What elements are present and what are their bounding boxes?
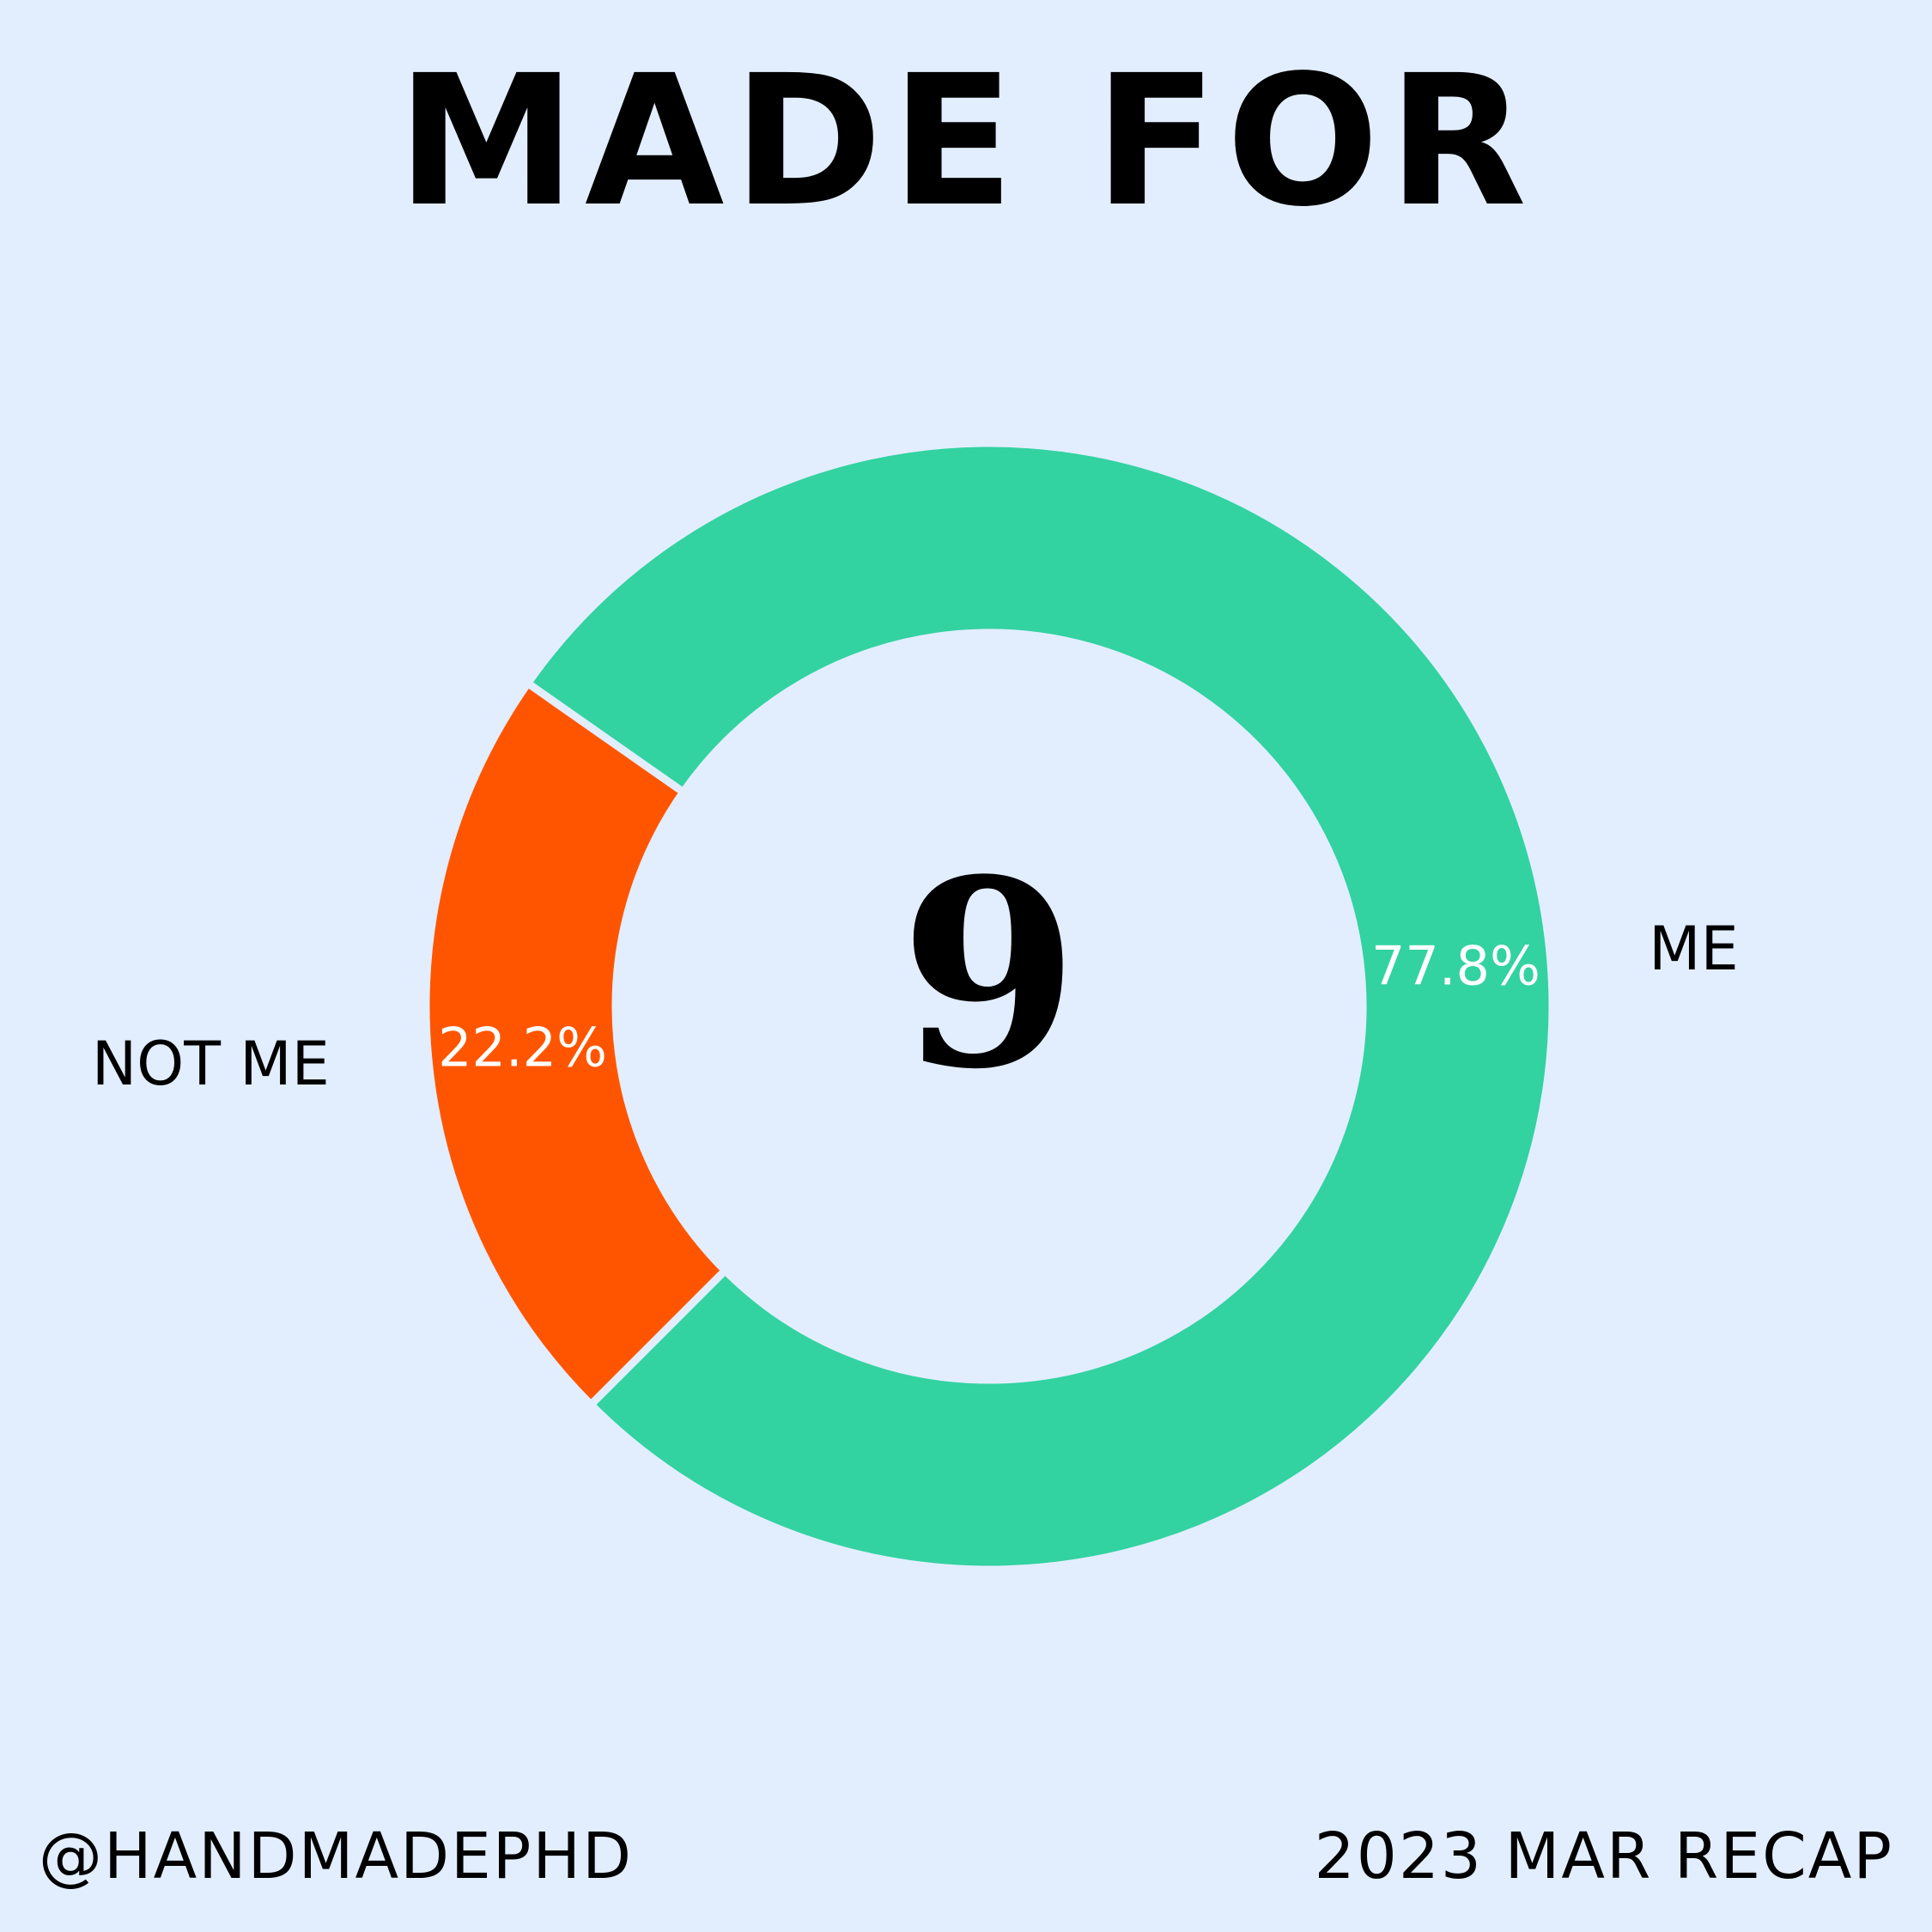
footer-handle: @HANDMADEPHD	[39, 1820, 634, 1893]
category-label-me: ME	[1649, 914, 1739, 984]
slice-not-me	[422, 677, 731, 1411]
slice-me	[522, 439, 1557, 1574]
category-label-not-me: NOT ME	[92, 1029, 330, 1099]
percent-label-not-me: 22.2%	[438, 1017, 607, 1079]
center-total-value: 9	[900, 823, 1079, 1126]
footer-recap: 2023 MAR RECAP	[1314, 1820, 1893, 1893]
donut-slices	[422, 439, 1557, 1574]
donut-labels: 77.8% ME 22.2% NOT ME	[92, 914, 1739, 1099]
percent-label-me: 77.8%	[1371, 934, 1540, 997]
chart-title: MADE FOR	[396, 36, 1536, 246]
